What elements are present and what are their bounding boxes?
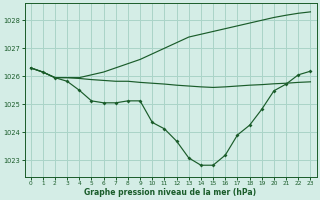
X-axis label: Graphe pression niveau de la mer (hPa): Graphe pression niveau de la mer (hPa) — [84, 188, 257, 197]
